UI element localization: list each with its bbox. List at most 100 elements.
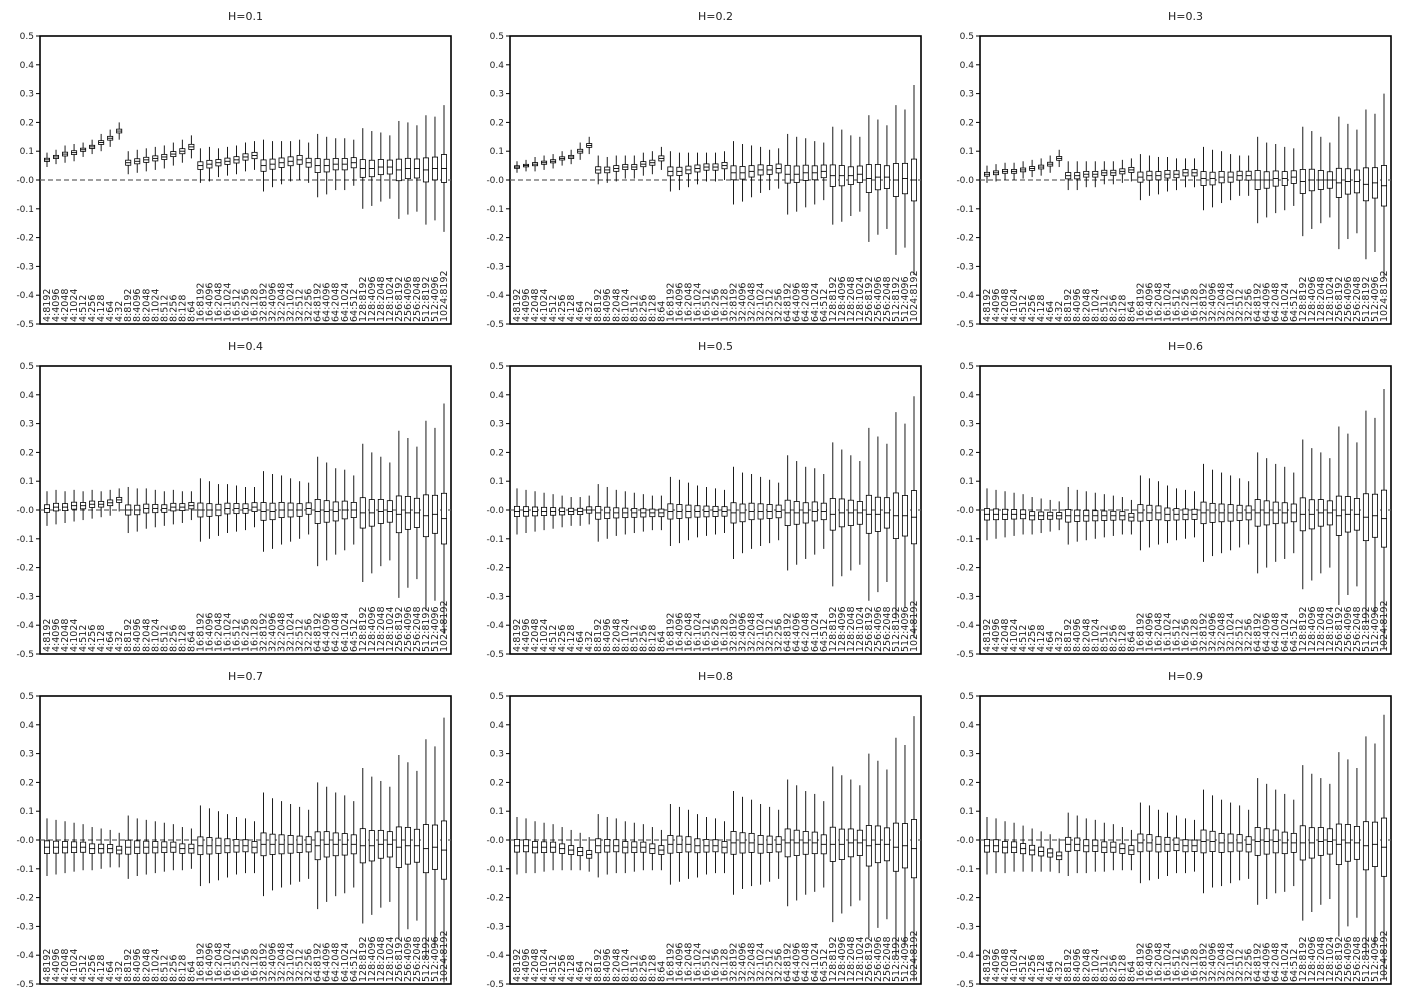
x-tick-label: 256:4096 — [873, 276, 884, 322]
x-tick-label: 8:1024 — [1090, 289, 1101, 322]
y-tick-label: -0.5 — [486, 980, 504, 990]
y-tick-label: 0.1 — [960, 147, 974, 157]
x-tick-label: 16:128 — [720, 619, 731, 652]
x-tick-label: 32:2048 — [1217, 613, 1228, 652]
x-tick-label: 8:1024 — [620, 289, 631, 322]
x-tick-label: 8:2048 — [611, 949, 622, 982]
x-tick-label: 8:64 — [186, 631, 197, 652]
x-tick-label: 16:128 — [250, 619, 261, 652]
x-tick-label: 128:1024 — [1325, 276, 1336, 322]
x-tick-label: 16:512 — [701, 289, 712, 322]
x-tick-label: 4:32 — [584, 631, 595, 652]
x-tick-label: 16:8192 — [1135, 613, 1146, 652]
x-tick-label: 512:4096 — [900, 606, 911, 652]
x-tick-label: 256:8192 — [864, 606, 875, 652]
x-tick-label: 32:256 — [304, 619, 315, 652]
x-tick-label: 4:64 — [105, 301, 116, 322]
x-tick-label: 64:2048 — [331, 943, 342, 982]
x-tick-label: 8:512 — [629, 295, 640, 322]
x-tick-label: 8:256 — [168, 295, 179, 322]
x-tick-label: 32:4096 — [738, 613, 749, 652]
x-tick-label: 128:2048 — [376, 936, 387, 982]
y-tick-label: 0.1 — [20, 807, 34, 817]
x-tick-label: 64:2048 — [801, 283, 812, 322]
x-tick-label: 64:8192 — [313, 943, 324, 982]
x-tick-label: 16:512 — [231, 289, 242, 322]
x-tick-label: 8:1024 — [150, 949, 161, 982]
x-tick-label: 8:64 — [1126, 301, 1137, 322]
panel-title: H=0.5 — [698, 340, 733, 353]
x-tick-label: 32:4096 — [1208, 613, 1219, 652]
x-tick-label: 16:128 — [720, 949, 731, 982]
x-tick-label: 16:512 — [701, 619, 712, 652]
panel-title: H=0.8 — [698, 670, 733, 683]
x-tick-label: 4:256 — [1027, 955, 1038, 982]
x-tick-label: 32:4096 — [738, 283, 749, 322]
y-tick-label: 0.5 — [20, 32, 34, 42]
x-tick-label: 16:4096 — [674, 283, 685, 322]
x-tick-label: 256:4096 — [1343, 606, 1354, 652]
x-tick-label: 4:256 — [1027, 295, 1038, 322]
x-tick-label: 16:256 — [241, 949, 252, 982]
x-tick-label: 4:1024 — [69, 949, 80, 982]
x-tick-label: 16:512 — [701, 949, 712, 982]
x-tick-label: 256:2048 — [412, 276, 423, 322]
x-tick-label: 16:128 — [1190, 289, 1201, 322]
y-tick-label: 0.4 — [960, 61, 975, 71]
x-tick-label: 4:2048 — [60, 619, 71, 652]
x-tick-label: 16:4096 — [1144, 283, 1155, 322]
x-tick-label: 256:4096 — [403, 936, 414, 982]
y-tick-label: -0.5 — [956, 980, 974, 990]
x-tick-label: 256:8192 — [864, 936, 875, 982]
x-tick-label: 4:4096 — [51, 949, 62, 982]
y-tick-label: 0.3 — [960, 420, 974, 430]
y-tick-label: -0.1 — [16, 865, 34, 875]
x-tick-label: 1024:8192 — [439, 270, 450, 322]
y-tick-label: -0.2 — [956, 234, 974, 244]
x-tick-label: 4:128 — [566, 955, 577, 982]
x-tick-label: 32:8192 — [1199, 943, 1210, 982]
x-tick-label: 32:8192 — [729, 943, 740, 982]
panel-6: H=0.6 -0.5 -0.4 -0.3 -0.2 -0.1 -0.0 0.1 0.2 0.3 0.… — [956, 340, 1392, 660]
x-tick-label: 4:1024 — [69, 619, 80, 652]
x-tick-label: 16:2048 — [213, 283, 224, 322]
x-tick-label: 4:2048 — [530, 619, 541, 652]
x-tick-label: 32:1024 — [756, 613, 767, 652]
x-tick-label: 16:512 — [231, 619, 242, 652]
x-tick-label: 4:2048 — [60, 949, 71, 982]
x-tick-label: 64:512 — [1289, 289, 1300, 322]
x-tick-label: 8:4096 — [1072, 619, 1083, 652]
x-tick-label: 64:512 — [819, 289, 830, 322]
panel-3: H=0.3 -0.5 -0.4 -0.3 -0.2 -0.1 -0.0 0.1 0.2 0.3 0.… — [956, 10, 1392, 330]
x-tick-label: 8:8192 — [1063, 289, 1074, 322]
x-tick-label: 8:2048 — [1081, 619, 1092, 652]
x-tick-label: 128:2048 — [1316, 276, 1327, 322]
x-tick-label: 8:1024 — [150, 619, 161, 652]
x-tick-label: 8:256 — [638, 955, 649, 982]
x-tick-label: 4:64 — [105, 631, 116, 652]
x-tick-label: 128:4096 — [367, 936, 378, 982]
x-tick-label: 16:2048 — [683, 613, 694, 652]
x-tick-label: 64:1024 — [810, 283, 821, 322]
x-tick-label: 256:2048 — [882, 606, 893, 652]
x-tick-label: 32:2048 — [277, 613, 288, 652]
x-tick-label: 512:8192 — [1361, 276, 1372, 322]
y-tick-label: -0.5 — [956, 320, 974, 330]
x-tick-label: 512:8192 — [421, 606, 432, 652]
x-tick-label: 16:8192 — [195, 613, 206, 652]
x-tick-label: 16:256 — [711, 289, 722, 322]
x-tick-label: 32:8192 — [259, 943, 270, 982]
x-tick-label: 8:2048 — [141, 949, 152, 982]
y-tick-label: 0.5 — [960, 362, 974, 372]
x-tick-label: 128:8192 — [1298, 936, 1309, 982]
x-tick-label: 16:1024 — [1162, 283, 1173, 322]
x-tick-label: 128:2048 — [376, 606, 387, 652]
y-tick-label: 0.2 — [960, 778, 974, 788]
x-tick-label: 8:1024 — [1090, 949, 1101, 982]
x-tick-label: 4:4096 — [51, 619, 62, 652]
x-tick-label: 64:2048 — [1271, 283, 1282, 322]
x-tick-label: 4:4096 — [991, 949, 1002, 982]
y-tick-label: 0.3 — [490, 420, 504, 430]
x-tick-label: 4:512 — [78, 625, 89, 652]
x-tick-label: 32:1024 — [1226, 943, 1237, 982]
